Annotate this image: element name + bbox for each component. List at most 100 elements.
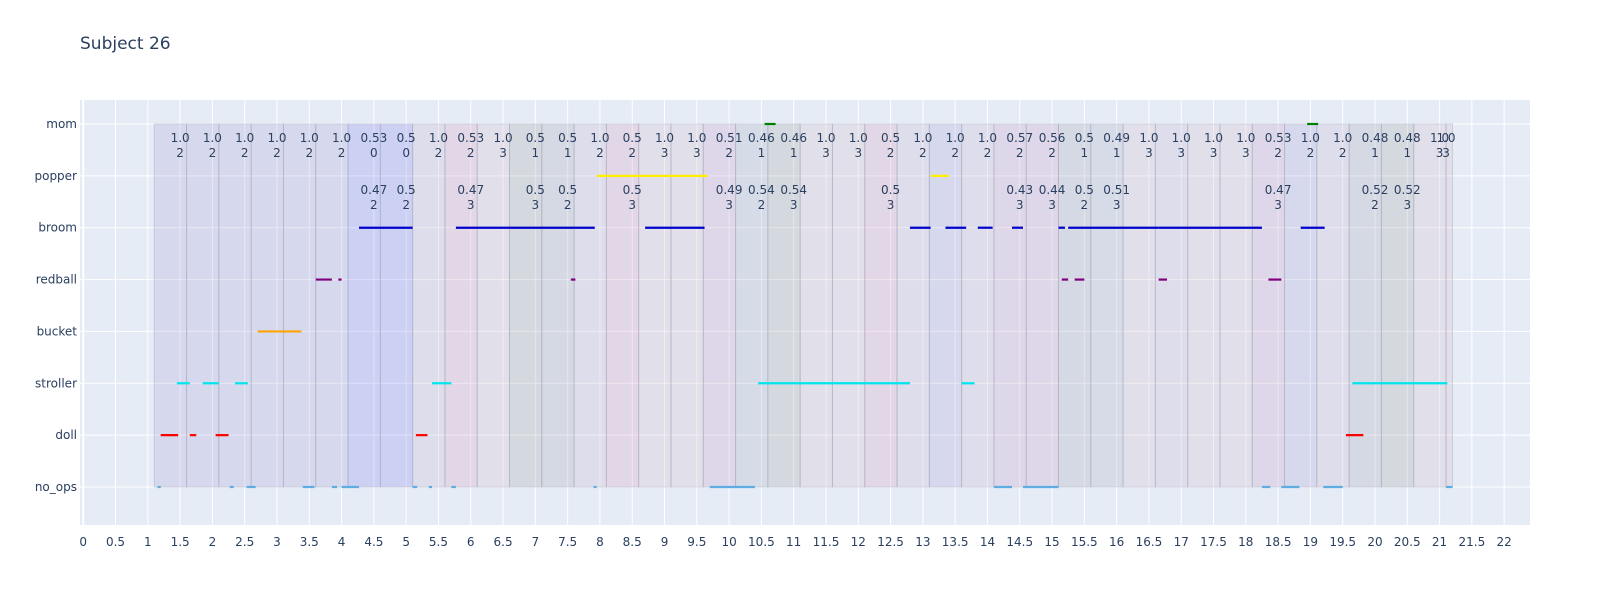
annotation-count: 2 xyxy=(1081,198,1089,212)
annotation-value: 0.44 xyxy=(1039,183,1066,197)
window-band xyxy=(1413,123,1447,488)
annotation-value: 1.0 xyxy=(946,131,965,145)
annotation-count: 3 xyxy=(1210,146,1218,160)
annotation-count: 1 xyxy=(1371,146,1379,160)
annotation-value: 1.0 xyxy=(590,131,609,145)
x-tick-label: 22 xyxy=(1497,535,1512,549)
window-band xyxy=(670,123,704,488)
annotation-value: 0.5 xyxy=(881,131,900,145)
window-band xyxy=(1154,123,1189,488)
window-band xyxy=(1380,123,1415,488)
annotation-count: 2 xyxy=(176,146,184,160)
annotation-count: 2 xyxy=(435,146,443,160)
window-band xyxy=(444,123,478,488)
window-band xyxy=(638,123,672,488)
annotation-value: 1.0 xyxy=(203,131,222,145)
y-tick-label: doll xyxy=(55,428,77,442)
x-tick-label: 19.5 xyxy=(1329,535,1356,549)
window-band xyxy=(1058,123,1092,488)
window-band xyxy=(315,123,349,488)
x-tick-label: 3 xyxy=(273,535,281,549)
window-band xyxy=(1090,123,1124,488)
window-band xyxy=(1316,123,1350,488)
annotation-count: 1 xyxy=(532,146,540,160)
annotation-count: 1 xyxy=(790,146,798,160)
annotation-value: 1.0 xyxy=(1139,131,1158,145)
annotation-value: 0.51 xyxy=(716,131,743,145)
annotation-value: 0.52 xyxy=(1362,183,1389,197)
annotation-count: 2 xyxy=(1371,198,1379,212)
annotation-count: 3 xyxy=(1113,198,1121,212)
x-tick-label: 2.5 xyxy=(235,535,254,549)
window-band xyxy=(767,123,801,488)
x-tick-label: 7.5 xyxy=(558,535,577,549)
x-tick-label: 17 xyxy=(1174,535,1189,549)
annotation-count: 3 xyxy=(499,146,507,160)
x-tick-label: 21.5 xyxy=(1459,535,1486,549)
annotation-value: 0.5 xyxy=(1075,131,1094,145)
annotation-value: 0.5 xyxy=(397,131,416,145)
annotation-value: 0.57 xyxy=(1006,131,1033,145)
annotation-count: 2 xyxy=(467,146,475,160)
annotation-value: 0.43 xyxy=(1006,183,1033,197)
annotation-count: 2 xyxy=(402,198,410,212)
annotation-value: 0.49 xyxy=(716,183,743,197)
x-tick-label: 15 xyxy=(1044,535,1059,549)
window-band xyxy=(186,123,220,488)
y-tick-label: broom xyxy=(38,221,77,235)
window-band xyxy=(573,123,607,488)
x-tick-label: 17.5 xyxy=(1200,535,1227,549)
window-band xyxy=(412,123,446,488)
annotation-value: 0.54 xyxy=(780,183,807,197)
annotation-value: 1.0 xyxy=(1204,131,1223,145)
annotation-count: 3 xyxy=(1016,198,1024,212)
annotation-count: 2 xyxy=(1016,146,1024,160)
window-band xyxy=(379,123,414,488)
x-tick-label: 16 xyxy=(1109,535,1124,549)
annotation-count: 3 xyxy=(628,198,636,212)
x-tick-label: 20.5 xyxy=(1394,535,1421,549)
window-shading xyxy=(153,123,1453,488)
window-band xyxy=(347,123,381,488)
window-band xyxy=(1219,123,1253,488)
annotation-value: 1.0 xyxy=(849,131,868,145)
x-tick-label: 4.5 xyxy=(364,535,383,549)
annotation-value: 0.53 xyxy=(1265,131,1292,145)
window-band xyxy=(993,123,1027,488)
annotation-value: 1.0 xyxy=(1172,131,1191,145)
annotation-count: 2 xyxy=(241,146,249,160)
annotation-value: 0.56 xyxy=(1039,131,1066,145)
annotation-value: 1.0 xyxy=(332,131,351,145)
x-tick-label: 13.5 xyxy=(942,535,969,549)
annotation-count: 3 xyxy=(467,198,475,212)
annotation-count: 3 xyxy=(693,146,701,160)
annotation-count: 3 xyxy=(1048,198,1056,212)
annotation-count: 2 xyxy=(1339,146,1347,160)
annotation-value: 0.47 xyxy=(361,183,388,197)
annotation-count: 3 xyxy=(887,198,895,212)
x-tick-label: 6 xyxy=(467,535,475,549)
x-tick-label: 12 xyxy=(851,535,866,549)
annotation-value: 0.48 xyxy=(1362,131,1389,145)
x-tick-label: 18 xyxy=(1238,535,1253,549)
annotation-count: 3 xyxy=(1274,198,1282,212)
annotation-value: 0.46 xyxy=(748,131,775,145)
y-tick-label: stroller xyxy=(35,376,77,390)
activity-segments xyxy=(157,122,1453,489)
x-tick-label: 12.5 xyxy=(877,535,904,549)
annotation-value: 1.0 xyxy=(978,131,997,145)
window-band xyxy=(509,123,543,488)
annotation-value: 1.0 xyxy=(171,131,190,145)
annotation-count: 1 xyxy=(1403,146,1411,160)
annotation-value: 1.0 xyxy=(687,131,706,145)
annotation-value: 0.5 xyxy=(526,183,545,197)
window-band xyxy=(1284,123,1318,488)
annotation-count: 2 xyxy=(273,146,281,160)
x-tick-label: 19 xyxy=(1303,535,1318,549)
annotation-value: 0.47 xyxy=(1265,183,1292,197)
annotation-value: 0.54 xyxy=(748,183,775,197)
x-tick-label: 11.5 xyxy=(813,535,840,549)
annotation-value: 0.5 xyxy=(558,131,577,145)
annotation-value: 0.5 xyxy=(881,183,900,197)
